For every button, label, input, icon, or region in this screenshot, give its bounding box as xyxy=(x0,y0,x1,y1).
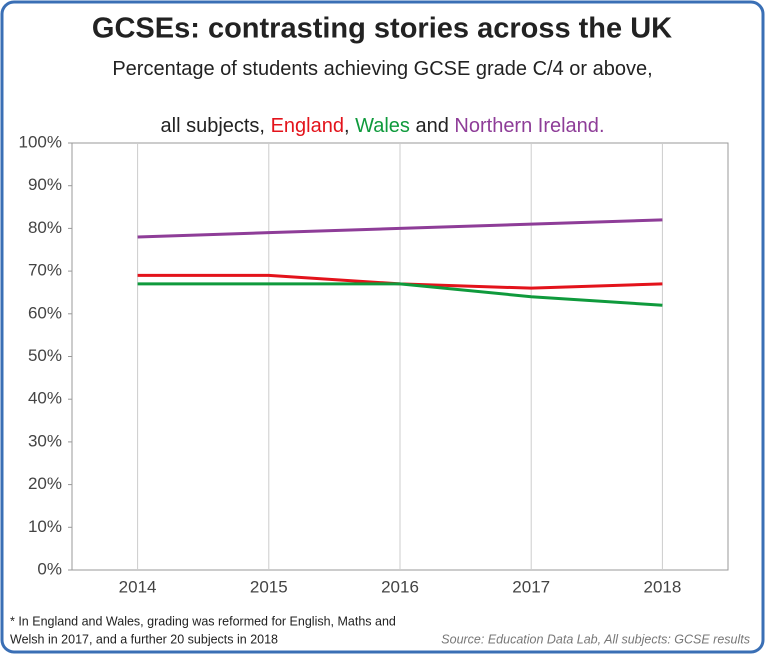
x-tick-label: 2015 xyxy=(250,577,288,596)
footnote: * In England and Wales, grading was refo… xyxy=(10,614,396,628)
subtitle-text: , xyxy=(343,115,356,137)
series-line xyxy=(137,282,663,307)
y-tick-label: 40% xyxy=(28,389,62,408)
y-tick-label: 0% xyxy=(37,559,62,578)
y-tick-label: 50% xyxy=(28,346,62,365)
y-tick-label: 30% xyxy=(28,431,62,450)
subtitle-text: . xyxy=(598,115,605,137)
subtitle-text: and xyxy=(409,115,455,137)
subtitle: Percentage of students achieving GCSE gr… xyxy=(112,58,653,80)
chart-title: GCSEs: contrasting stories across the UK xyxy=(92,13,672,45)
x-tick-label: 2018 xyxy=(643,577,681,596)
legend-entry: Northern Ireland xyxy=(454,115,599,137)
y-tick-label: 80% xyxy=(28,218,62,237)
y-tick-label: 100% xyxy=(19,132,62,151)
legend-entry: England xyxy=(270,115,344,137)
x-tick-label: 2016 xyxy=(381,577,419,596)
y-tick-label: 60% xyxy=(28,303,62,322)
subtitle-text: all subjects, xyxy=(160,115,271,137)
y-tick-label: 70% xyxy=(28,261,62,280)
y-tick-label: 90% xyxy=(28,175,62,194)
y-tick-label: 20% xyxy=(28,474,62,493)
x-tick-label: 2014 xyxy=(119,577,157,596)
y-tick-label: 10% xyxy=(28,517,62,536)
subtitle-legend: all subjects, England, Wales and Norther… xyxy=(0,92,765,138)
footnote: Welsh in 2017, and a further 20 subjects… xyxy=(10,632,278,646)
source: Source: Education Data Lab, All subjects… xyxy=(441,632,750,646)
legend-entry: Wales xyxy=(355,115,410,137)
x-tick-label: 2017 xyxy=(512,577,550,596)
series-line xyxy=(137,218,663,239)
